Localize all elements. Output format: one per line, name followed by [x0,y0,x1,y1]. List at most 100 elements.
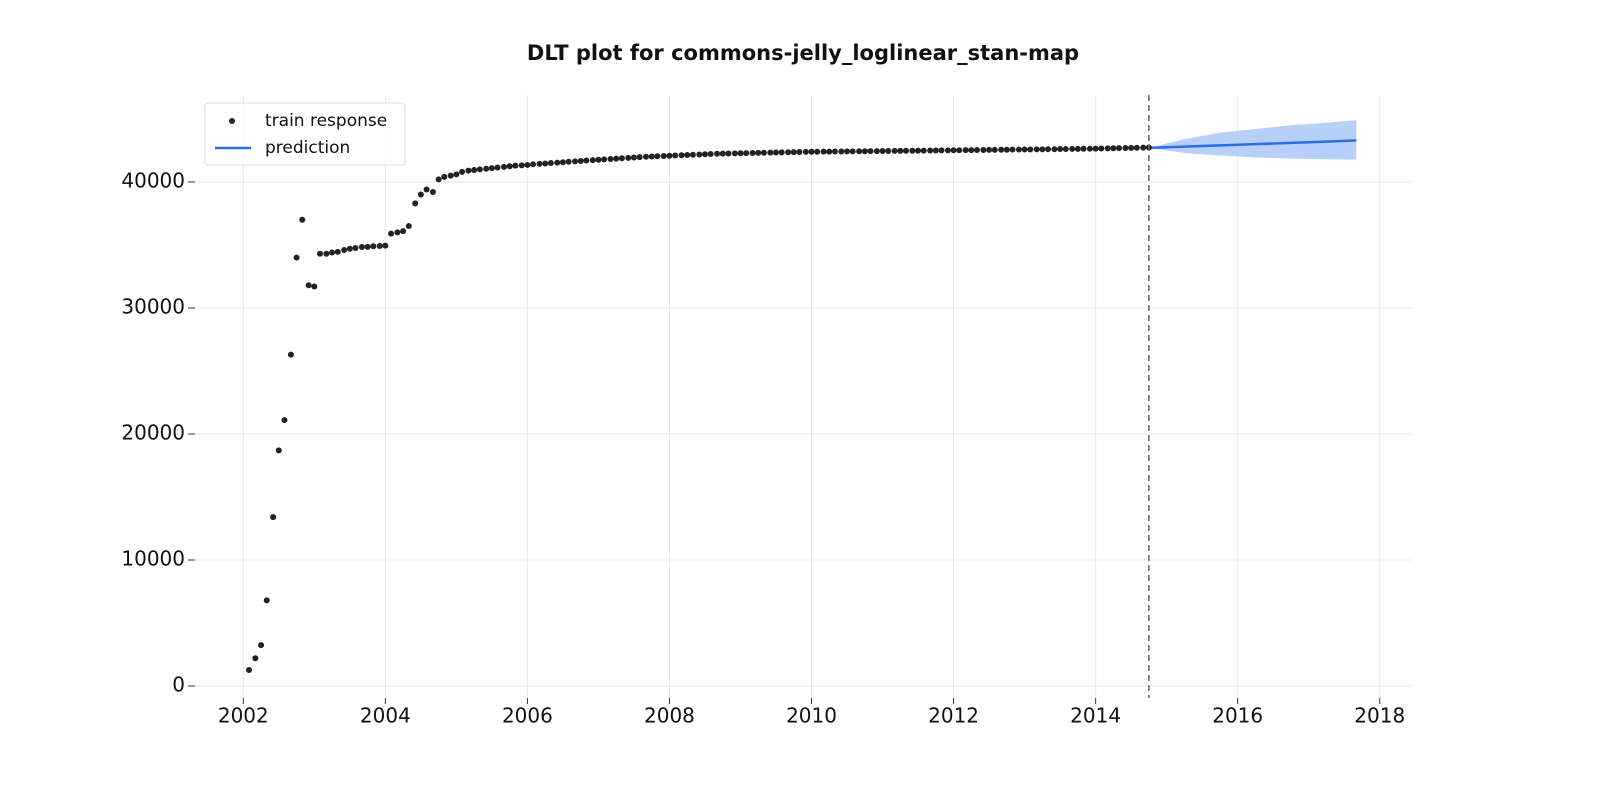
data-point [583,157,590,164]
data-point [944,147,951,154]
data-point [749,149,756,156]
data-point [968,147,975,154]
data-point [293,254,300,261]
data-point [358,243,365,250]
data-point [915,147,922,154]
data-point [613,155,620,162]
legend-label: train response [265,111,387,131]
data-point [885,147,892,154]
data-point [518,162,525,169]
data-point [643,153,650,160]
data-point [1116,145,1123,152]
data-point [524,161,531,168]
data-point [760,149,767,156]
data-point [1140,144,1147,151]
data-point [323,250,330,257]
data-point [1080,145,1087,152]
data-point [1069,145,1076,152]
data-point [1128,144,1135,151]
data-point [400,228,407,235]
data-point [672,152,679,159]
x-tick-label: 2016 [1212,704,1263,728]
data-point [1021,146,1028,153]
data-point [1086,145,1093,152]
data-point [689,151,696,158]
data-point [654,153,661,160]
data-point [962,147,969,154]
data-point [252,655,259,662]
data-point [867,148,874,155]
data-point [577,158,584,165]
data-point [447,172,454,179]
data-point [618,155,625,162]
y-tick-label: 20000 [121,420,185,444]
data-point [1062,146,1069,153]
x-tick-label: 2018 [1354,704,1405,728]
data-point [1110,145,1117,152]
data-point [696,151,703,158]
data-point [956,147,963,154]
data-point [1104,145,1111,152]
data-point [844,148,851,155]
data-point [648,153,655,160]
data-point [281,417,288,424]
data-point [986,146,993,153]
data-point [1057,146,1064,153]
data-point [684,151,691,158]
data-point [405,223,412,230]
data-point [820,148,827,155]
prediction-line [1148,139,1357,150]
data-point [920,147,927,154]
data-point [991,146,998,153]
prediction-band [1148,120,1357,160]
legend-box [204,102,406,166]
data-point [743,150,750,157]
data-point [275,447,282,454]
data-point [714,150,721,157]
y-tick-label: 0 [172,673,185,697]
data-point [245,667,252,674]
data-point [382,242,389,249]
x-tick-label: 2008 [644,704,695,728]
data-point [891,147,898,154]
x-tick-label: 2002 [218,704,269,728]
data-point [1015,146,1022,153]
data-point [311,283,318,290]
x-tick-label: 2006 [502,704,553,728]
data-point [838,148,845,155]
data-point [902,147,909,154]
data-point [542,160,549,167]
data-point [849,148,856,155]
data-point [755,149,762,156]
data-point [909,147,916,154]
data-point [559,159,566,166]
data-point [856,148,863,155]
data-point [660,152,667,159]
data-point [731,150,738,157]
data-point [897,147,904,154]
data-point [796,148,803,155]
data-point [879,147,886,154]
data-point [1122,145,1129,152]
data-point [341,247,348,254]
data-point [725,150,732,157]
data-point [980,146,987,153]
data-point [1009,146,1016,153]
data-point [441,173,448,180]
data-point [352,244,359,251]
data-point [607,156,614,163]
data-point [998,146,1005,153]
data-point [589,157,596,164]
data-point [1033,146,1040,153]
data-point [453,171,460,178]
data-point [334,248,341,255]
data-point [346,245,353,252]
legend-label: prediction [265,138,350,158]
data-point [927,147,934,154]
data-point [512,162,519,169]
data-point [465,167,472,174]
legend-marker [229,118,235,124]
data-point [388,230,395,237]
data-point [263,597,270,604]
